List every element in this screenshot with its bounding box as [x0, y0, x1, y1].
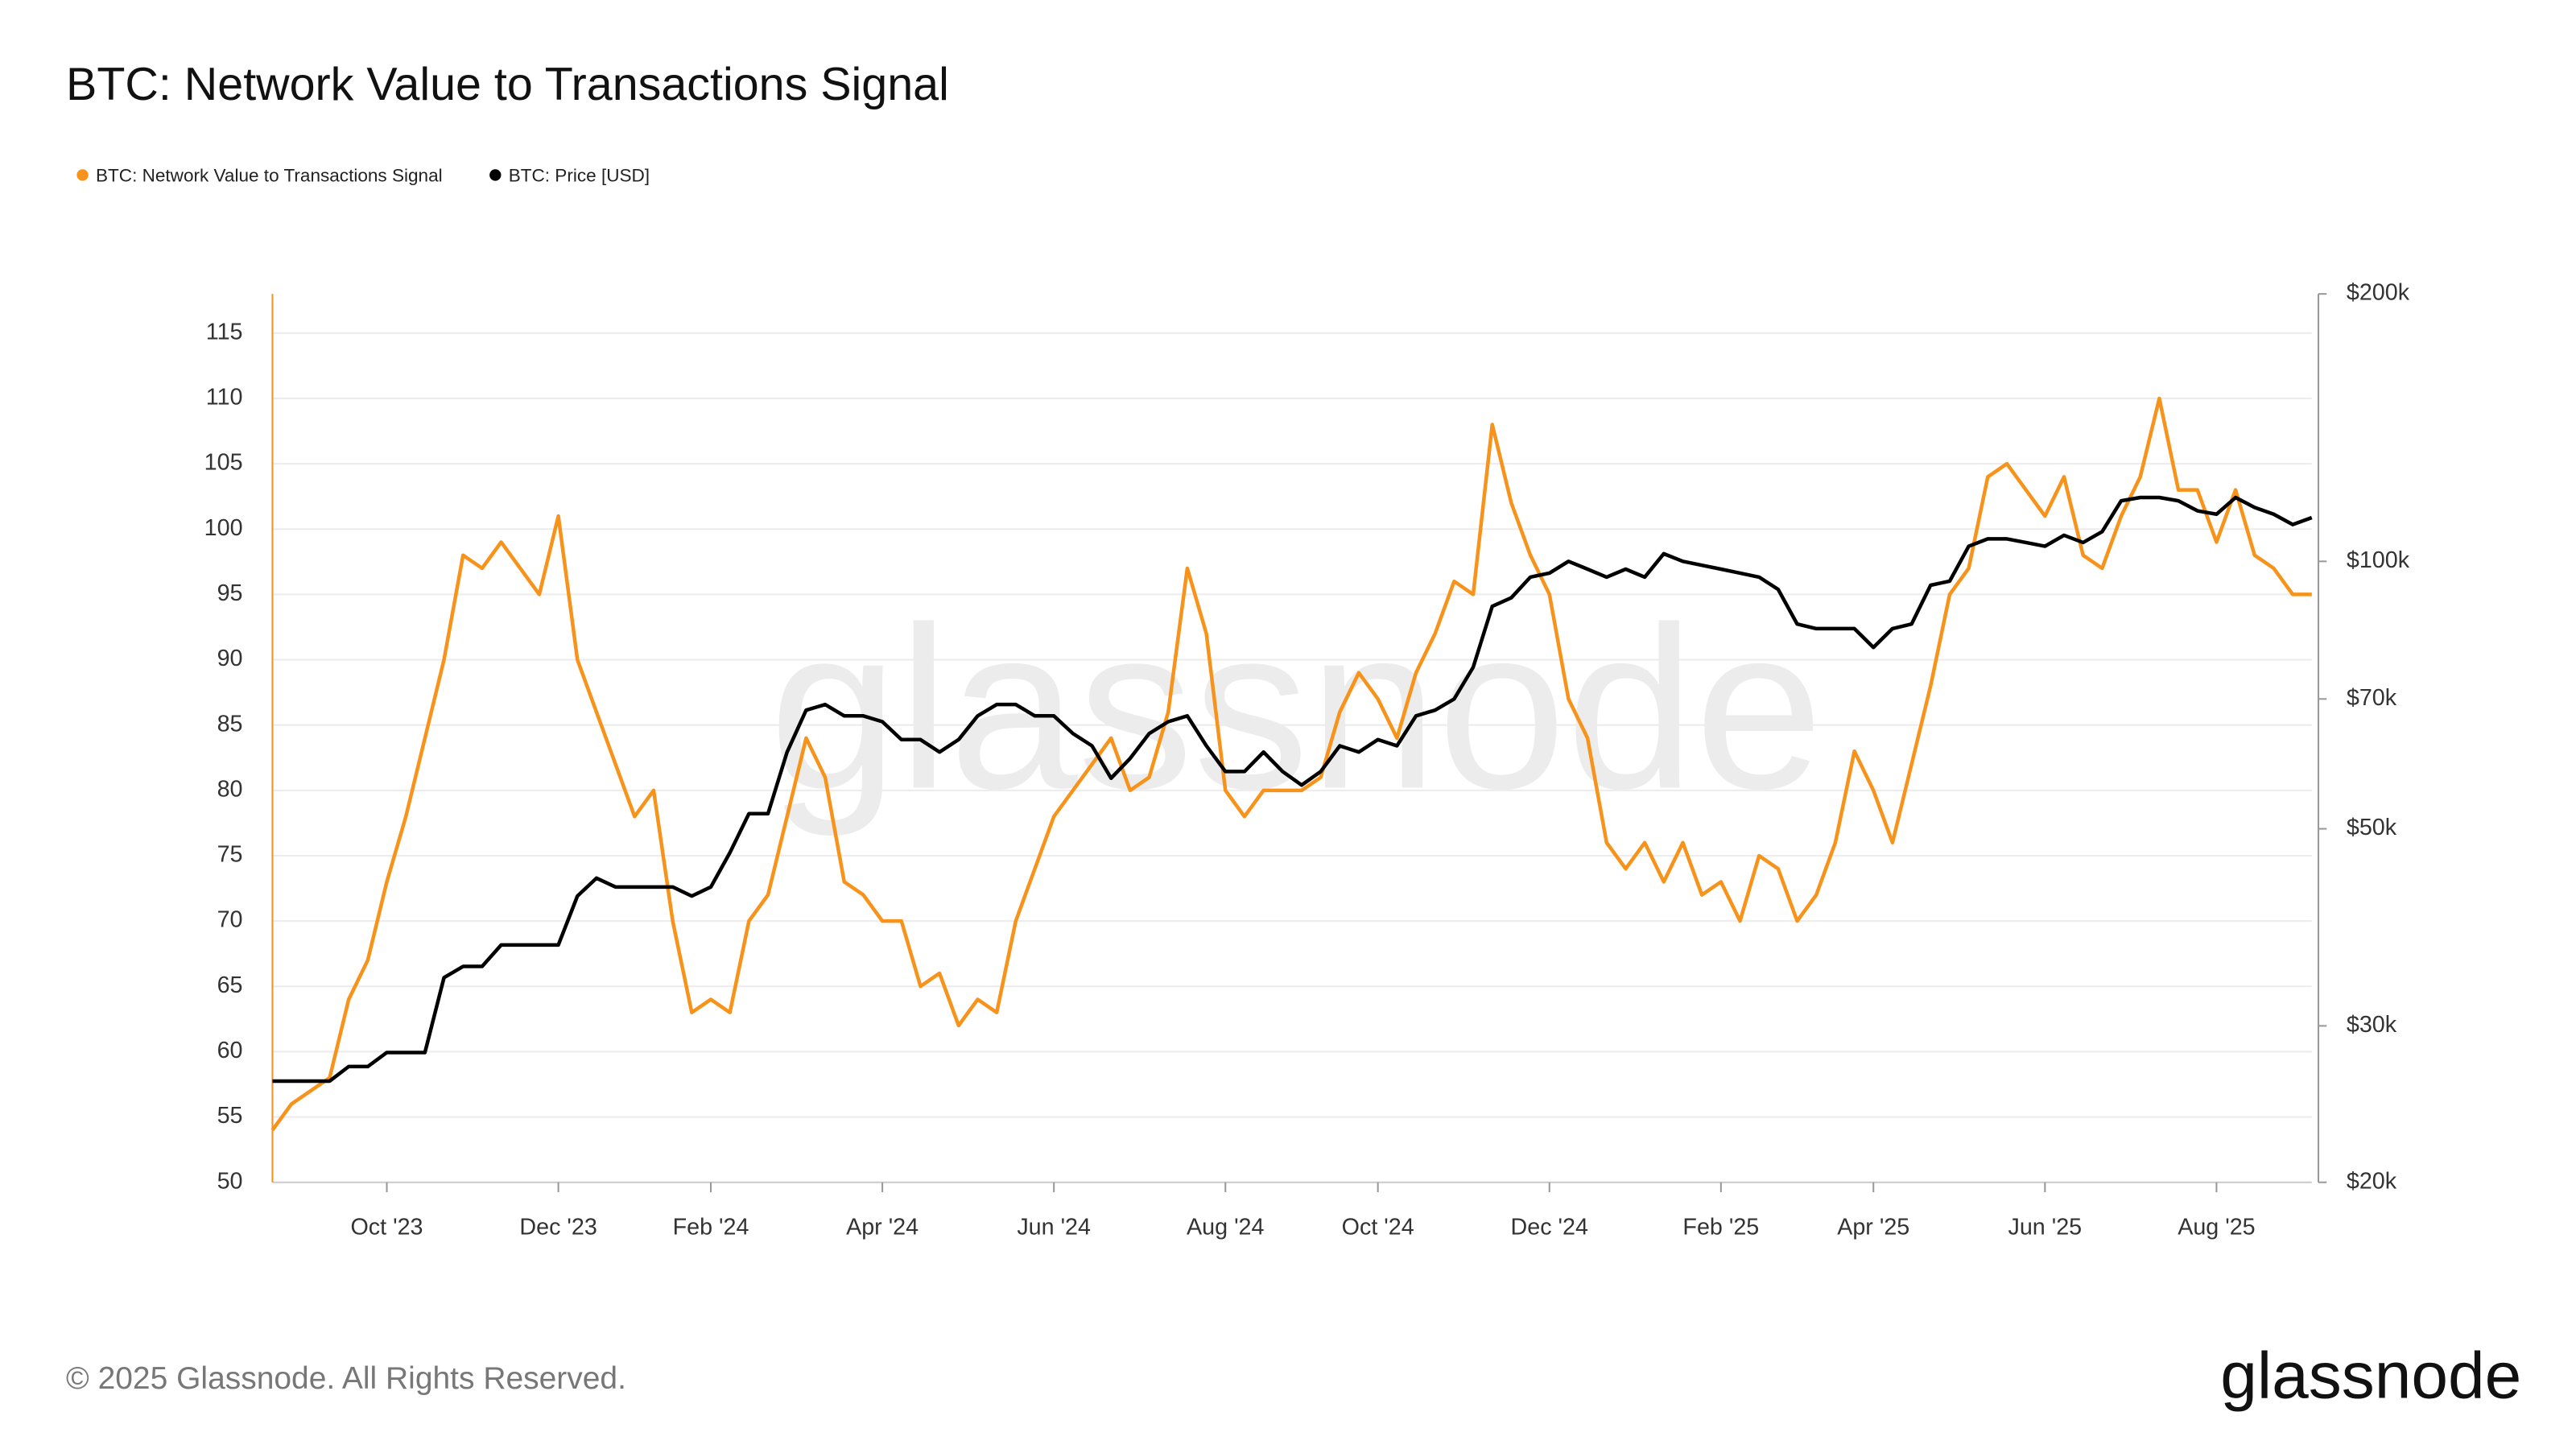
y-tick-label: 80 — [217, 776, 243, 802]
x-tick-label: Oct '24 — [1342, 1215, 1414, 1241]
y-tick-label: 65 — [217, 972, 243, 998]
y-tick-label: 55 — [217, 1103, 243, 1129]
y-tick-label: 90 — [217, 646, 243, 671]
legend-marker — [76, 169, 89, 181]
legend-label: BTC: Price [USD] — [509, 165, 650, 185]
y-tick-label: 75 — [217, 842, 243, 868]
x-tick-label: Oct '23 — [350, 1215, 423, 1241]
y-tick-label: 105 — [204, 450, 243, 476]
y2-tick-label: $100k — [2347, 547, 2410, 573]
logo: glassnode — [2220, 1340, 2521, 1413]
y2-tick-label: $70k — [2347, 685, 2397, 711]
footer: © 2025 Glassnode. All Rights Reserved. — [66, 1361, 626, 1396]
y2-tick-label: $50k — [2347, 815, 2397, 840]
series-line — [270, 396, 2312, 1132]
chart-title: BTC: Network Value to Transactions Signa… — [66, 59, 949, 110]
y-tick-label: 50 — [217, 1168, 243, 1194]
y-tick-label: 60 — [217, 1038, 243, 1063]
y-tick-label: 70 — [217, 907, 243, 933]
legend-marker — [489, 169, 502, 181]
x-tick-label: Jun '25 — [2008, 1215, 2082, 1241]
x-tick-label: Feb '24 — [673, 1215, 749, 1241]
x-tick-label: Apr '25 — [1837, 1215, 1909, 1241]
y-tick-label: 115 — [206, 319, 243, 345]
series-line — [272, 495, 2313, 1084]
y-tick-label: 95 — [217, 580, 243, 606]
x-tick-label: Dec '24 — [1511, 1215, 1588, 1241]
x-tick-label: Apr '24 — [846, 1215, 919, 1241]
y-tick-label: 85 — [217, 711, 243, 737]
y2-tick-label: $20k — [2347, 1168, 2397, 1194]
x-tick-label: Dec '23 — [519, 1215, 597, 1241]
legend-label: BTC: Network Value to Transactions Signa… — [96, 165, 443, 185]
x-tick-label: Aug '25 — [2178, 1215, 2255, 1241]
x-tick-label: Jun '24 — [1017, 1215, 1091, 1241]
y-tick-label: 110 — [206, 385, 243, 411]
watermark: glassnode — [770, 578, 1823, 838]
y2-tick-label: $30k — [2347, 1012, 2397, 1038]
y-tick-label: 100 — [204, 515, 243, 541]
y2-tick-label: $200k — [2347, 280, 2410, 306]
x-tick-label: Feb '25 — [1682, 1215, 1759, 1241]
x-tick-label: Aug '24 — [1187, 1215, 1264, 1241]
